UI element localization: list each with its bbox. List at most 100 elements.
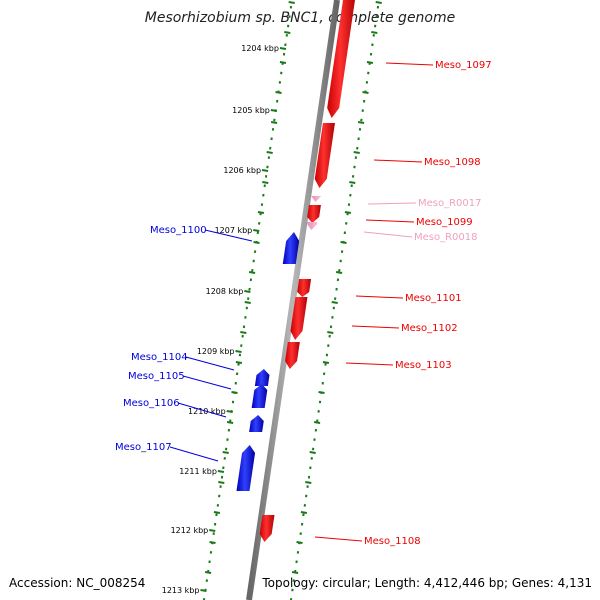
- kbp-tick-mark: [217, 470, 225, 473]
- kbp-tick-mark: [209, 529, 216, 532]
- gene-label-meso-1103: Meso_1103: [395, 360, 452, 371]
- kbp-tick-mark: [200, 589, 207, 592]
- kbp-label-1204: 1204 kbp: [241, 44, 279, 53]
- gene-label-meso-r0017: Meso_R0017: [418, 198, 482, 209]
- major-tick-mark: [300, 511, 308, 514]
- major-tick-mark: [375, 1, 382, 4]
- major-tick-mark: [340, 241, 347, 244]
- gene-label-meso-1107: Meso_1107: [115, 442, 172, 453]
- gene-label-leader: [355, 295, 404, 299]
- major-tick-mark: [266, 151, 273, 154]
- gene-arrow-meso-r0018: [307, 222, 318, 230]
- gene-label-meso-1106: Meso_1106: [123, 398, 180, 409]
- major-tick-mark: [262, 181, 269, 184]
- gene-arrow-meso-1104: [254, 369, 270, 386]
- gene-label-meso-1099: Meso_1099: [416, 217, 473, 228]
- major-tick-mark: [327, 331, 334, 334]
- kbp-tick-mark: [235, 350, 242, 353]
- major-tick-mark: [353, 151, 360, 154]
- gene-label-leader: [204, 229, 253, 242]
- major-tick-mark: [335, 271, 343, 274]
- kbp-tick-mark: [270, 109, 278, 112]
- major-tick-mark: [244, 301, 251, 304]
- gene-arrow-meso-1105: [251, 384, 268, 408]
- genome-backbone: [246, 0, 340, 600]
- major-tick-mark: [279, 61, 287, 64]
- gene-arrow-meso-r0017: [311, 196, 322, 202]
- kbp-tick-mark: [279, 47, 287, 50]
- major-tick-mark: [270, 121, 278, 124]
- gene-label-leader: [367, 202, 417, 205]
- major-tick-mark: [240, 331, 247, 334]
- gene-arrow-meso-1098: [314, 123, 335, 188]
- gene-arrow-meso-1107: [236, 445, 256, 491]
- gene-arrow-meso-1100: [282, 232, 300, 264]
- kbp-label-1207: 1207 kbp: [215, 226, 253, 235]
- major-tick-mark: [305, 481, 312, 484]
- major-tick-mark: [366, 61, 374, 64]
- kbp-tick-mark: [226, 410, 233, 413]
- kbp-label-1206: 1206 kbp: [223, 166, 261, 175]
- gene-arrow-meso-1108: [259, 515, 275, 542]
- gene-label-leader: [185, 356, 235, 371]
- major-tick-mark: [349, 181, 356, 184]
- gene-label-leader: [351, 325, 400, 329]
- major-tick-mark: [291, 571, 299, 574]
- major-tick-mark: [231, 391, 238, 394]
- gene-label-leader: [314, 536, 363, 542]
- major-tick-mark: [275, 91, 282, 94]
- major-tick-mark: [357, 121, 365, 124]
- gene-label-meso-1108: Meso_1108: [364, 536, 421, 547]
- accession-text: Accession: NC_008254: [9, 576, 145, 590]
- major-tick-mark: [253, 241, 260, 244]
- major-tick-mark: [288, 1, 295, 4]
- map-title: Mesorhizobium sp. BNC1, complete genome: [145, 10, 456, 26]
- gene-labels: Meso_1097 Meso_1098 Meso_R0017 Meso_1099 Mes…: [115, 60, 492, 547]
- major-tick-mark: [235, 361, 243, 364]
- gene-label-meso-1105: Meso_1105: [128, 371, 185, 382]
- gene-label-meso-1101: Meso_1101: [405, 293, 462, 304]
- kbp-ruler: 1204 kbp 1205 kbp 1206 kbp 1207 kbp 1208 kbp…: [162, 44, 287, 595]
- gene-label-leader: [363, 231, 413, 238]
- kbp-label-1205: 1205 kbp: [232, 106, 270, 115]
- major-tick-mark: [213, 511, 221, 514]
- major-tick-mark: [204, 571, 212, 574]
- gene-features: [236, 0, 356, 542]
- kbp-label-1212: 1212 kbp: [171, 526, 209, 535]
- gene-label-leader: [182, 375, 232, 390]
- major-tick-mark: [313, 421, 321, 424]
- kbp-label-1209: 1209 kbp: [197, 347, 235, 356]
- major-tick-mark: [371, 31, 378, 34]
- gene-label-leader: [177, 402, 227, 418]
- gene-label-meso-1104: Meso_1104: [131, 352, 188, 363]
- gene-arrow-meso-1097: [327, 0, 356, 118]
- gene-arrow-meso-1103: [285, 342, 300, 369]
- major-tick-mark: [226, 421, 234, 424]
- gene-label-meso-1100: Meso_1100: [150, 225, 207, 236]
- major-tick-mark: [218, 481, 225, 484]
- major-tick-mark: [362, 91, 369, 94]
- major-tick-mark: [222, 451, 229, 454]
- gene-arrow-meso-1106: [249, 415, 264, 432]
- gene-label-leader: [345, 362, 394, 366]
- gene-label-leader: [385, 62, 434, 66]
- gene-label-leader: [373, 159, 423, 163]
- major-tick-mark: [296, 541, 303, 544]
- gene-label-meso-1098: Meso_1098: [424, 157, 481, 168]
- major-tick-mark: [309, 451, 316, 454]
- kbp-tick-mark: [253, 229, 260, 232]
- kbp-tick-mark: [244, 290, 251, 293]
- major-tick-mark: [318, 391, 325, 394]
- topology-text: Topology: circular; Length: 4,412,446 bp…: [261, 576, 592, 590]
- major-tick-mark: [209, 541, 216, 544]
- major-tick-mark: [248, 271, 256, 274]
- gene-label-leader: [365, 219, 415, 223]
- kbp-tick-mark: [261, 169, 269, 172]
- major-tick-mark: [257, 211, 265, 214]
- kbp-label-1213: 1213 kbp: [162, 586, 200, 595]
- gene-arrow-meso-1101: [297, 279, 312, 297]
- major-tick-mark: [344, 211, 352, 214]
- gene-arrow-meso-1099: [307, 205, 321, 223]
- kbp-label-1211: 1211 kbp: [179, 467, 217, 476]
